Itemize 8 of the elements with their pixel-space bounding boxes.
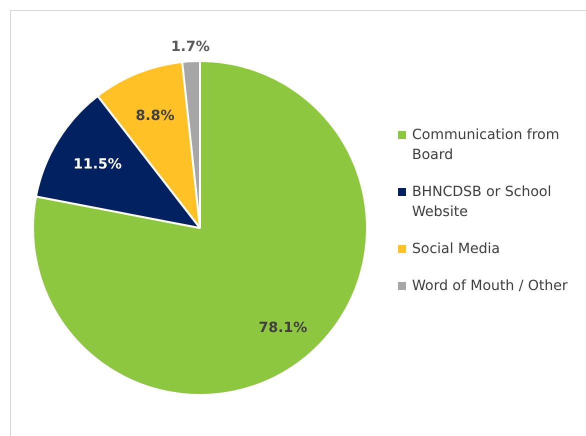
data-label: 8.8%: [136, 108, 174, 124]
data-label: 11.5%: [73, 156, 122, 173]
legend-label: Word of Mouth / Other: [412, 277, 568, 296]
legend-label: Communication from Board: [412, 126, 560, 165]
data-label: 1.7%: [170, 38, 210, 55]
legend-label: Social Media: [412, 240, 500, 259]
legend-label: BHNCDSB or School Website: [412, 183, 552, 222]
data-label: 78.1%: [258, 320, 308, 336]
